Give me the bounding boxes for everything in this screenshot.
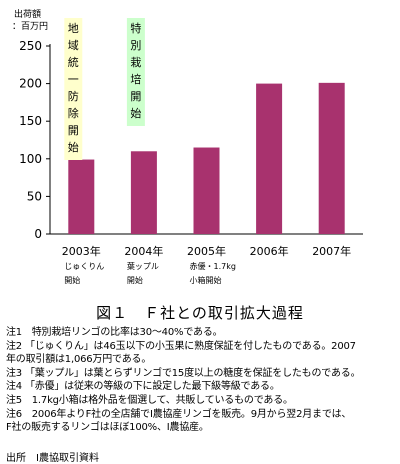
x-sublabel: 開始 bbox=[127, 275, 143, 285]
note-line: F社の販売するリンゴはほぼ100%、I農協産。 bbox=[6, 422, 209, 434]
x-tick-label: 2006年 bbox=[250, 244, 289, 258]
x-sublabel: じゅくりん bbox=[64, 262, 104, 271]
note-line: 年の取引額は1,066万円である。 bbox=[6, 354, 152, 366]
x-tick-label: 2007年 bbox=[312, 244, 351, 258]
bar bbox=[68, 159, 95, 234]
note-line: 注2 「じゅくりん」は46玉以下の小玉果に熟度保証を付したものである。2007 bbox=[6, 340, 356, 352]
annotation-char: 培 bbox=[130, 72, 141, 86]
annotation-char: 防 bbox=[68, 89, 79, 103]
annotation-box bbox=[126, 18, 145, 126]
figure-caption: 図１ Ｆ社との取引拡大過程 bbox=[96, 304, 304, 322]
annotation-char: 始 bbox=[68, 140, 79, 154]
y-tick-label: 150 bbox=[19, 114, 42, 128]
source-note: 出所 I農協取引資料 bbox=[6, 453, 99, 464]
annotation-char: 開 bbox=[130, 90, 141, 103]
annotation-char: 特 bbox=[130, 21, 141, 35]
x-sublabel: 葉ップル bbox=[127, 261, 159, 271]
y-tick-label: 100 bbox=[19, 152, 42, 166]
bar bbox=[130, 151, 157, 234]
annotation-char: 栽 bbox=[130, 56, 141, 69]
bar-chart: 出荷額 ：百万円 0501001502002502003年じゅくりん開始2004… bbox=[12, 8, 363, 285]
annotation-char: 域 bbox=[68, 39, 79, 52]
note-line: 注5 1.7kg小箱は格外品を個選して、共販しているものである。 bbox=[6, 394, 293, 406]
x-sublabel: 開始 bbox=[64, 275, 80, 285]
x-sublabel: 小箱開始 bbox=[190, 275, 222, 285]
y-tick-label: 200 bbox=[19, 77, 42, 91]
y-tick-label: 50 bbox=[27, 189, 42, 203]
bar bbox=[193, 147, 220, 234]
annotation-char: 地 bbox=[68, 22, 79, 35]
annotation-char: 別 bbox=[130, 39, 141, 52]
y-tick-label: 0 bbox=[34, 227, 42, 241]
annotation-char: 開 bbox=[68, 124, 79, 137]
note-line: 注6 2006年よりF社の全店舗でI農協産リンゴを販売。9月から翌2月までは、 bbox=[6, 408, 352, 420]
y-unit-label-line1: 出荷額 bbox=[14, 8, 41, 20]
x-tick-label: 2005年 bbox=[187, 244, 226, 258]
annotation-char: 除 bbox=[68, 106, 79, 120]
bar bbox=[318, 82, 345, 235]
annotation-char: 一 bbox=[68, 73, 79, 86]
note-line: 注3 「葉ップル」は葉とらずリンゴで15度以上の糖度を保証をしたものである。 bbox=[6, 367, 361, 379]
notes: 注1 特別栽培リンゴの比率は30～40%である。 注2 「じゅくりん」は46玉以… bbox=[6, 326, 398, 435]
y-unit-label-line2: ：百万円 bbox=[12, 21, 48, 32]
y-tick-label: 250 bbox=[19, 39, 42, 53]
annotation-char: 始 bbox=[130, 106, 141, 120]
x-sublabel: 赤優・1.7kg bbox=[190, 261, 236, 271]
x-tick-label: 2003年 bbox=[62, 244, 101, 258]
x-tick-label: 2004年 bbox=[124, 244, 163, 258]
annotation-char: 統 bbox=[68, 55, 79, 69]
bar bbox=[256, 83, 283, 234]
note-line: 注4 「赤優」は従来の等級の下に設定した最下級等級である。 bbox=[6, 381, 280, 393]
note-line: 注1 特別栽培リンゴの比率は30～40%である。 bbox=[6, 327, 223, 338]
annotation-box bbox=[64, 18, 83, 160]
plot-area: 0501001502002502003年じゅくりん開始2004年葉ップル開始20… bbox=[19, 18, 363, 285]
